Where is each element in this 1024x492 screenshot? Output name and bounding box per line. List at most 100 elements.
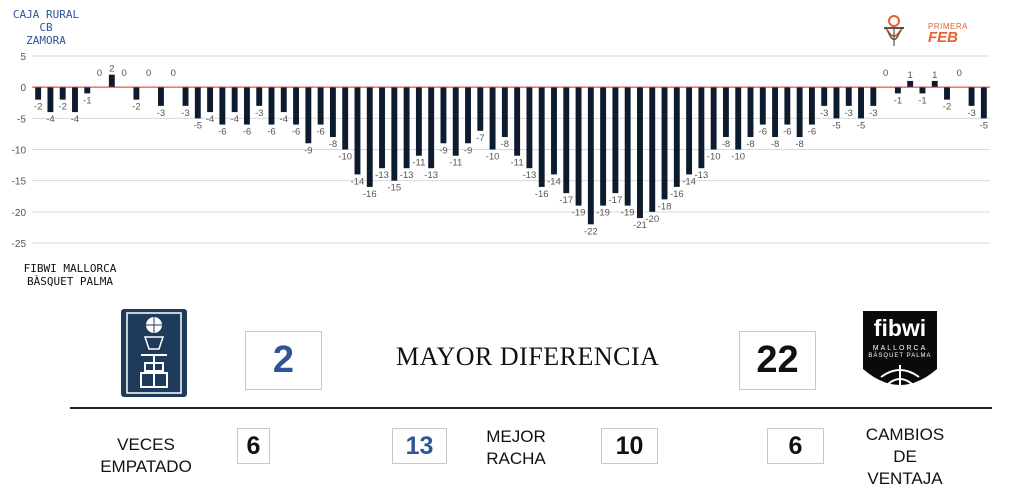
data-label: -6 [292, 127, 300, 138]
data-label: -14 [351, 176, 365, 187]
bar [477, 87, 484, 131]
bar [919, 87, 926, 94]
data-label: -6 [218, 127, 226, 138]
lead-changes-label-line3: VENTAJA [867, 469, 943, 488]
data-label: -17 [559, 195, 573, 206]
bar [501, 87, 508, 138]
data-label: -1 [894, 95, 902, 106]
bar [833, 87, 840, 119]
data-label: -3 [869, 108, 877, 119]
data-label: -10 [707, 152, 721, 163]
bar [59, 87, 66, 100]
bar [698, 87, 705, 169]
data-label: -1 [83, 95, 91, 106]
away-logo-sub: MALLORCA [872, 345, 928, 352]
bar [673, 87, 680, 187]
bar [293, 87, 300, 125]
bar [415, 87, 422, 156]
bar [379, 87, 385, 169]
max-diff-home-box: 2 [245, 331, 322, 390]
data-label: -9 [464, 145, 472, 156]
data-label: -13 [695, 170, 709, 181]
data-label: -9 [439, 145, 447, 156]
bar [931, 80, 938, 88]
away-team-name-line2: BÀSQUET PALMA [26, 275, 114, 288]
data-label: -6 [243, 127, 251, 138]
bar [661, 87, 668, 200]
lead-changes-label-line1: CAMBIOS [865, 425, 945, 444]
y-tick-label: -25 [12, 239, 27, 250]
data-label: -3 [157, 108, 165, 119]
bar [231, 87, 238, 113]
y-tick-label: -20 [12, 208, 27, 219]
bar [710, 87, 717, 150]
data-label: -6 [783, 127, 791, 138]
data-label: -14 [682, 176, 696, 187]
home-team-logo [121, 309, 187, 397]
data-label: -14 [547, 176, 561, 187]
bar [845, 87, 852, 106]
home-team-name-line2: ZAMORA [26, 34, 66, 47]
lead-changes-box: 6 [767, 428, 824, 464]
data-label: 0 [97, 68, 102, 79]
data-label: -21 [633, 220, 647, 231]
data-label: -8 [795, 139, 803, 150]
data-label: -13 [400, 170, 414, 181]
data-label: -16 [535, 189, 549, 200]
data-label: -3 [845, 108, 853, 119]
bar [256, 87, 263, 106]
y-tick-label: -10 [12, 146, 27, 157]
y-tick-label: 5 [20, 52, 26, 63]
league-logo: PRIMERA FEB [882, 14, 982, 48]
data-label: -6 [267, 127, 275, 138]
basketball-hoop-icon [126, 312, 182, 394]
data-label: -3 [255, 108, 263, 119]
data-label: -11 [412, 158, 425, 169]
data-label: -6 [808, 127, 816, 138]
bar [563, 87, 570, 194]
data-label: -8 [501, 139, 509, 150]
bar [747, 87, 754, 138]
score-difference-chart: 50-5-10-15-20-25-2-4-2-4-10 2 0-20-30-3-5-… [12, 52, 990, 250]
data-label: -20 [645, 214, 659, 225]
bar [35, 87, 42, 100]
data-label: -13 [523, 170, 537, 181]
bar [440, 87, 447, 144]
data-label: -19 [572, 208, 586, 219]
bar [796, 87, 803, 138]
data-label: -6 [316, 127, 324, 138]
bar [489, 87, 496, 150]
data-label: -22 [584, 226, 598, 237]
bar [858, 87, 864, 119]
away-team-logo: fibwi MALLORCA BÀSQUET PALMA [859, 307, 941, 401]
data-label: -19 [621, 208, 635, 219]
best-run-home-box: 13 [392, 428, 447, 464]
bar [452, 87, 459, 156]
bar [317, 87, 324, 125]
best-run-label: MEJOR RACHA [476, 426, 556, 470]
data-label: -6 [759, 127, 767, 138]
bar [391, 87, 398, 181]
bar [329, 87, 336, 138]
ties-label: VECES EMPATADO [88, 434, 204, 478]
bar [182, 87, 189, 106]
bar [722, 87, 729, 138]
bar [47, 87, 54, 113]
lead-changes-label: CAMBIOS DE VENTAJA [850, 424, 960, 490]
league-logo-line1: PRIMERA [928, 22, 968, 31]
away-team-name: FIBWI MALLORCA BÀSQUET PALMA [14, 262, 126, 288]
data-label: -4 [230, 114, 238, 125]
ties-label-line1: VECES [117, 435, 175, 454]
bar [759, 87, 766, 125]
data-label: -13 [424, 170, 438, 181]
data-label: -8 [771, 139, 779, 150]
bar [305, 87, 312, 144]
ties-value-box: 6 [237, 428, 270, 464]
bar [194, 87, 201, 119]
bar [980, 87, 987, 119]
data-label: -10 [338, 152, 352, 163]
data-label: -8 [746, 139, 754, 150]
y-tick-label: -15 [12, 177, 27, 188]
data-label: 2 [109, 64, 114, 75]
bar [403, 87, 410, 169]
